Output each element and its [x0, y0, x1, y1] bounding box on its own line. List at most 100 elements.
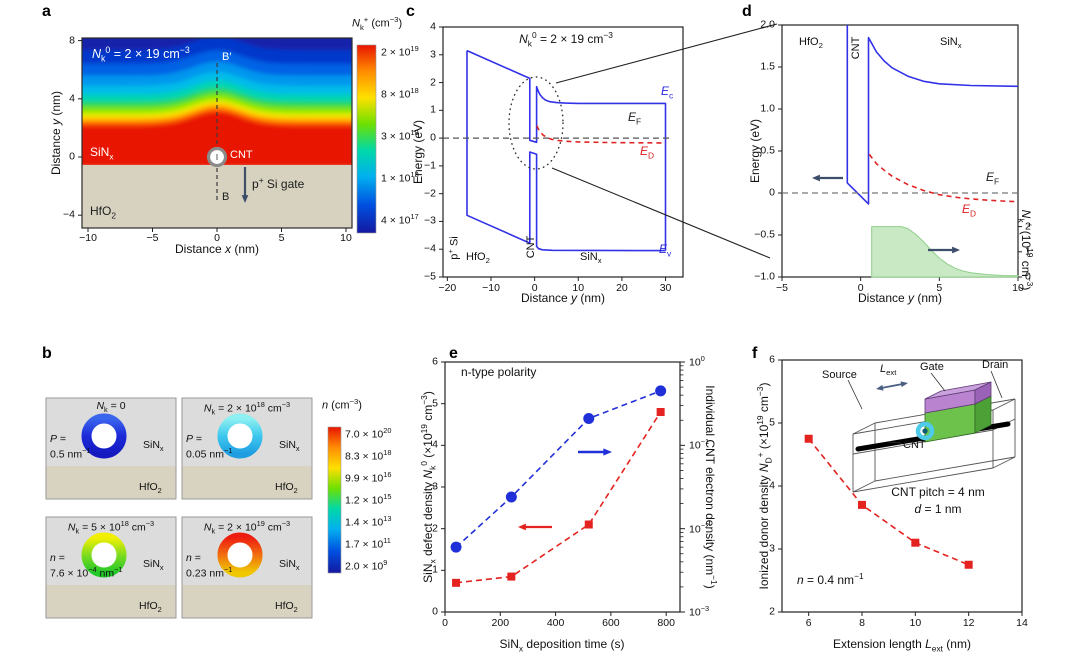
panel-c-plot-border [442, 26, 684, 278]
panel-d-x-tick-label: 10 [1012, 282, 1024, 294]
panel-f-x-tick-label: 10 [909, 617, 922, 629]
panel-b-colorbar-label: 7.0 × 1020 [345, 426, 392, 441]
panel-c-y-tick-label: 4 [430, 20, 436, 33]
heatmap-bands [82, 38, 352, 165]
panel-e-y-tick-label: 3 [432, 480, 438, 493]
panel-e-marker-sinx-defect-density [507, 572, 516, 581]
panel-b-hfo2-region [182, 585, 312, 618]
panel-b-colorbar-label: 2.0 × 109 [345, 558, 388, 573]
inset-drain-pointer [990, 370, 1003, 399]
panel-d-ed-label: ED [962, 202, 977, 219]
panel-a-b-label: B [222, 191, 230, 203]
panel-c-series-donor-level [536, 125, 666, 144]
panel-a-colorbar-title: Nk+ (cm−3) [352, 15, 403, 32]
panel-b-diagrams [45, 397, 342, 619]
panel-c-y-tick-label: −1 [424, 159, 436, 172]
panel-f-inset-device [847, 370, 1016, 493]
panel-e-plot [441, 361, 685, 616]
arrow-head [900, 381, 908, 388]
panel-d-plot [778, 24, 1022, 281]
panel-e-x-tick-label: 600 [602, 617, 620, 629]
panel-e-y-tick-label: 1 [432, 563, 438, 576]
panel-b-box-title: Nk = 5 × 1018 cm−3 [67, 519, 155, 536]
panel-c-y-tick-label: 3 [430, 48, 436, 61]
panel-a-colorbar-label: 4 × 1017 [381, 212, 419, 227]
panel-e-marker-cnt-electron-density [655, 385, 667, 397]
panel-b-cnt-ring [217, 532, 263, 578]
panel-a-gate-arrow [241, 167, 249, 203]
panel-f-xlabel: Extension length Lext (nm) [833, 637, 971, 654]
arrow-head [603, 448, 612, 456]
inset-cnt-ring [915, 421, 935, 441]
panel-e-y2-tick-label: 10−3 [689, 604, 710, 619]
panel-a-y-tick-label: 0 [69, 150, 75, 163]
panel-e-y2-tick-label: 100 [689, 354, 705, 369]
inset-cnt-core [922, 428, 928, 434]
inset-lext-arrow [876, 381, 908, 391]
panel-d-x-tick-label: 5 [936, 282, 943, 294]
panel-c-y-tick-label: −3 [424, 214, 436, 227]
panel-d-series-conduction-band [846, 25, 1019, 205]
panel-a-colorbar-label: 8 × 1018 [381, 86, 419, 101]
panel-a-colorbar-label: 2 × 1019 [381, 44, 419, 59]
panel-c-x-tick-label: −20 [438, 282, 457, 294]
zoom-connector-top [555, 23, 778, 84]
panel-f-x-tick-label: 14 [1016, 617, 1028, 629]
panel-d-y-tick-label: 2.0 [760, 18, 775, 31]
panel-letter-d: d [742, 3, 752, 20]
panel-a-annotation: Nk0 = 2 × 19 cm−3 [92, 45, 190, 64]
panel-f-plot [778, 359, 1023, 616]
inset-box-edge [992, 456, 1016, 469]
panel-e-x-tick-label: 0 [442, 617, 448, 629]
panel-e-marker-sinx-defect-density [584, 520, 593, 529]
panel-b-box-title: Nk = 2 × 1019 cm−3 [203, 519, 291, 536]
panel-f-inset-source-label: Source [822, 369, 857, 381]
panel-d-y-tick-label: 0.5 [760, 144, 775, 157]
panel-e-marker-cnt-electron-density [450, 541, 462, 553]
panel-f-y-tick-label: 6 [769, 353, 775, 366]
panel-e-xlabel: SiNx deposition time (s) [499, 637, 625, 654]
panel-letter-e: e [449, 345, 458, 362]
inset-gate-side [974, 381, 992, 405]
panel-a-ylabel: Distance y (nm) [49, 90, 63, 176]
panel-b-box-param: n = [186, 552, 201, 564]
panel-c-x-tick-label: 30 [659, 282, 672, 294]
panel-f-inset-gate-label: Gate [920, 361, 944, 373]
panel-e-y2-tick-label: 10−2 [689, 520, 710, 536]
inset-gate-pointer [930, 372, 946, 392]
panel-c-y-tick-label: −4 [424, 242, 436, 255]
panel-c-y-tick-label: 2 [430, 76, 436, 89]
panel-a-x-tick-label: −5 [146, 232, 159, 244]
panel-c-ef-label: EF [628, 110, 642, 127]
panel-c-plot [439, 26, 684, 281]
panel-b-cnt-ring [81, 532, 127, 578]
panel-a-y-tick-label: 8 [69, 34, 75, 47]
panel-e-inner-title: n-type polarity [461, 365, 537, 379]
panel-d-y-tick-label: −1.0 [754, 270, 775, 283]
panel-c-y-tick-label: 1 [430, 103, 436, 116]
panel-b-box-param: n = [50, 552, 65, 564]
panel-a-xlabel: Distance x (nm) [174, 242, 260, 256]
panel-b-box-hfo2-label: HfO2 [275, 481, 298, 496]
panel-b-hfo2-region [46, 466, 176, 499]
panel-e-ylabel-right: Individual CNT electron density (nm−1) [703, 385, 719, 589]
panel-c-x-tick-label: 10 [572, 282, 585, 294]
arrow-head [876, 384, 884, 391]
panel-c-series-valence-band [466, 50, 666, 252]
panel-b-box-border [181, 516, 313, 619]
panel-b-box-param: P = [50, 433, 67, 445]
panel-e-right-axis-arrow [578, 448, 612, 456]
panel-b-cnt-ring [217, 413, 263, 459]
panel-e-plot-border [444, 361, 681, 613]
panel-a-x-tick-label: 5 [278, 232, 285, 244]
panel-b-hfo2-region [182, 466, 312, 499]
panel-f-marker-ionized-donor-density [804, 434, 813, 443]
panel-d-y-tick-label: 1.5 [760, 60, 775, 73]
panel-b-box-param: P = [186, 433, 203, 445]
panel-c-x-tick-label: 0 [531, 282, 538, 294]
panel-f-y-tick-label: 2 [769, 605, 775, 618]
panel-c-x-tick-label: 20 [616, 282, 628, 294]
panel-d-left-axis-arrow [812, 174, 843, 182]
panel-a-cnt-label: CNT [230, 149, 253, 161]
